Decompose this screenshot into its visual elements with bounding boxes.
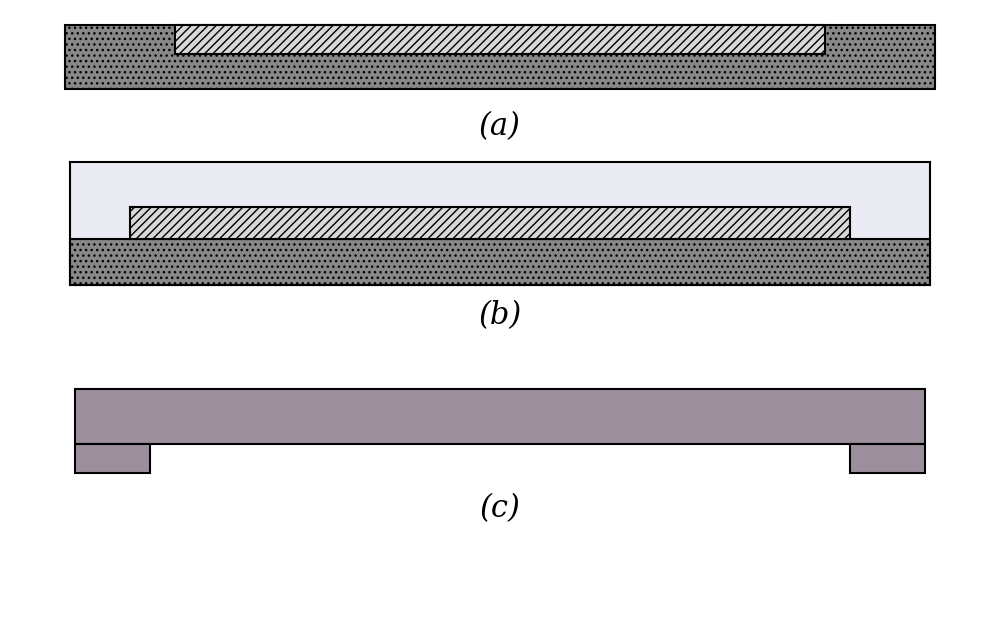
Bar: [70, 239, 930, 285]
Bar: [75, 444, 150, 473]
Bar: [65, 25, 935, 89]
Bar: [175, 25, 825, 54]
Text: (a): (a): [479, 111, 521, 142]
Bar: [850, 444, 925, 473]
Bar: [130, 207, 850, 239]
Bar: [70, 162, 930, 285]
Bar: [75, 389, 925, 444]
Text: (b): (b): [478, 300, 522, 331]
Text: (c): (c): [480, 494, 520, 524]
